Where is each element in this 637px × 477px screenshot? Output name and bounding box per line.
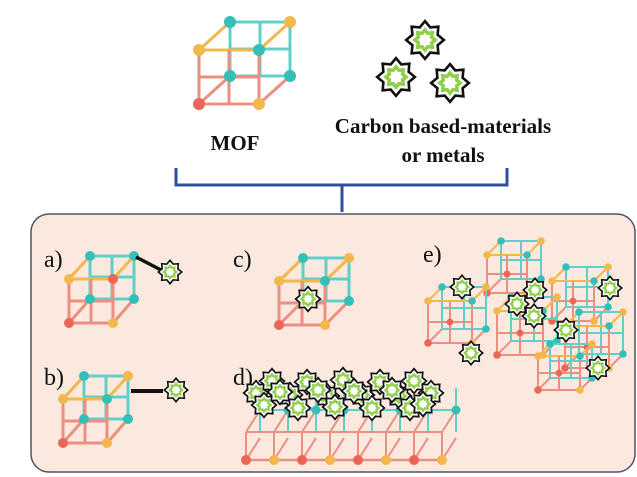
panel-label-c: c) (233, 247, 252, 273)
carbon-label-line2: or metals (401, 143, 484, 167)
carbon-star-icon (409, 390, 437, 418)
carbon-star-icon (504, 291, 530, 317)
grouping-bracket (174, 168, 509, 212)
panel-a: a) (44, 247, 183, 328)
panel-d: d) (233, 365, 461, 465)
carbon-star-icon (553, 317, 579, 343)
panel-label-b: b) (44, 365, 64, 391)
panel-label-e: e) (423, 242, 442, 268)
carbon-star-icon (597, 275, 623, 301)
carbon-star-icon (521, 303, 547, 329)
carbon-label-line1: Carbon based-materials (335, 114, 551, 138)
carbon-star-icon (294, 285, 322, 313)
carbon-star-icon (458, 340, 484, 366)
panel-c: c) (233, 247, 354, 330)
carbon-star-icon (266, 378, 294, 406)
carbon-star-icon (340, 377, 368, 405)
panel-b: b) (44, 365, 189, 448)
carbon-star-icon (375, 19, 471, 104)
carbon-star-icon (163, 377, 189, 403)
carbon-star-icon (585, 355, 611, 381)
panel-label-a: a) (44, 247, 63, 273)
carbon-star-icon (304, 376, 332, 404)
panel-e: e) (423, 237, 627, 394)
carbon-star-icon (378, 376, 406, 404)
carbon-star-icon (449, 274, 475, 300)
mof-cube-icon (193, 16, 296, 110)
mof-label: MOF (211, 131, 260, 155)
carbon-star-icon (522, 277, 548, 303)
carbon-star-icon (157, 259, 183, 285)
composites-panel (30, 213, 636, 473)
